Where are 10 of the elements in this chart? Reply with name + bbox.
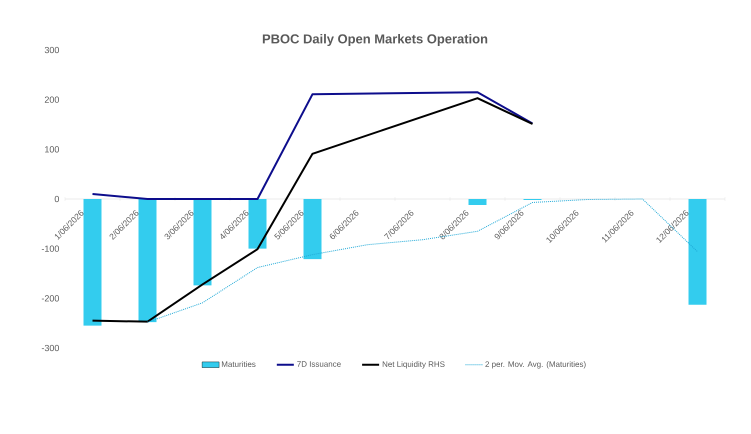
y-tick-label: 100 — [45, 146, 60, 153]
y-tick-label: -300 — [42, 344, 60, 352]
chart-title: PBOC Daily Open Markets Operation — [262, 34, 488, 46]
line-series — [147, 198, 698, 323]
y-tick-label: -200 — [42, 295, 60, 302]
y-tick-label: 300 — [44, 46, 60, 54]
y-tick-label: -100 — [42, 245, 60, 252]
line-series — [92, 97, 534, 323]
y-tick-label: 0 — [54, 196, 60, 202]
y-tick-label: 200 — [44, 96, 60, 103]
